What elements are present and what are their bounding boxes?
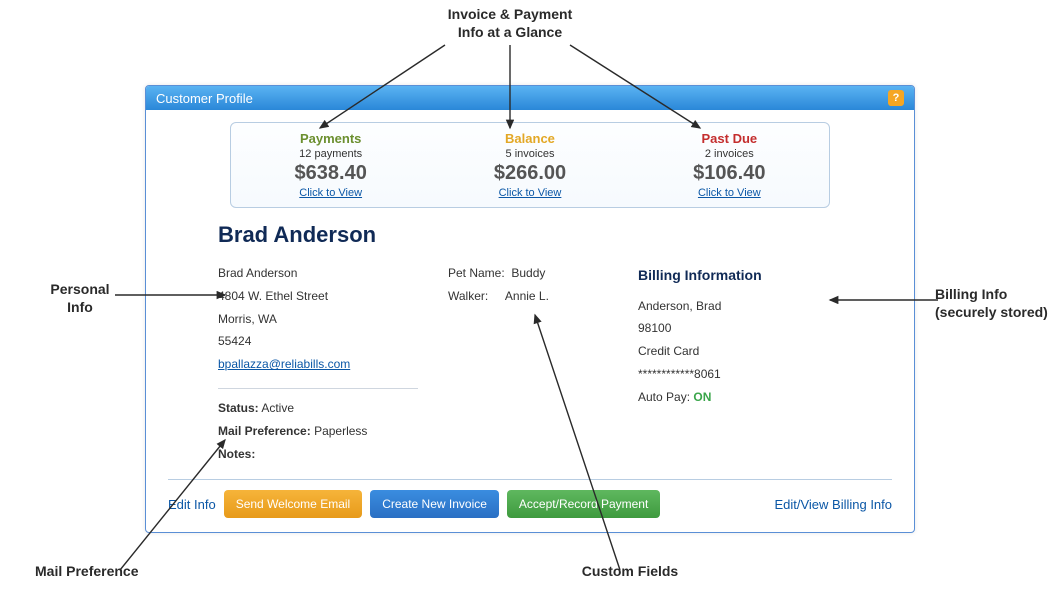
summary-payments-amount: $638.40 bbox=[237, 162, 424, 185]
edit-billing-link[interactable]: Edit/View Billing Info bbox=[774, 497, 892, 512]
window-title: Customer Profile bbox=[156, 91, 253, 106]
summary-balance-link[interactable]: Click to View bbox=[499, 187, 562, 199]
customer-display-name: Brad Anderson bbox=[218, 222, 892, 248]
custom-fields-block: Pet Name: Buddy Walker: Annie L. bbox=[448, 262, 618, 465]
summary-pastdue-label: Past Due bbox=[636, 131, 823, 146]
create-invoice-button[interactable]: Create New Invoice bbox=[370, 490, 499, 518]
personal-street: 4804 W. Ethel Street bbox=[218, 285, 428, 308]
personal-zip: 55424 bbox=[218, 330, 428, 353]
summary-balance: Balance 5 invoices $266.00 Click to View bbox=[430, 123, 629, 207]
billing-info-block: Billing Information Anderson, Brad 98100… bbox=[638, 262, 886, 465]
summary-payments-link[interactable]: Click to View bbox=[299, 187, 362, 199]
summary-payments-sub: 12 payments bbox=[237, 148, 424, 160]
edit-info-link[interactable]: Edit Info bbox=[168, 497, 216, 512]
customer-profile-window: Customer Profile ? Payments 12 payments … bbox=[145, 85, 915, 533]
annotation-custom-fields: Custom Fields bbox=[560, 562, 700, 580]
mailpref-label: Mail Preference: bbox=[218, 424, 311, 438]
annotation-billing-info: Billing Info(securely stored) bbox=[935, 285, 1054, 321]
billing-name: Anderson, Brad bbox=[638, 295, 886, 318]
help-icon[interactable]: ? bbox=[888, 90, 904, 106]
send-welcome-button[interactable]: Send Welcome Email bbox=[224, 490, 363, 518]
status-label: Status: bbox=[218, 401, 259, 415]
status-value: Active bbox=[261, 401, 294, 415]
summary-pastdue-amount: $106.40 bbox=[636, 162, 823, 185]
billing-masked: ************8061 bbox=[638, 363, 886, 386]
custom-row2-value: Annie L. bbox=[505, 289, 549, 303]
annotation-top: Invoice & PaymentInfo at a Glance bbox=[400, 5, 620, 41]
custom-row2-label: Walker: bbox=[448, 289, 488, 303]
custom-row1-value: Buddy bbox=[511, 266, 545, 280]
custom-row1-label: Pet Name: bbox=[448, 266, 505, 280]
personal-city: Morris, WA bbox=[218, 308, 428, 331]
personal-name: Brad Anderson bbox=[218, 262, 428, 285]
window-titlebar: Customer Profile ? bbox=[146, 86, 914, 110]
billing-autopay-value: ON bbox=[693, 390, 711, 404]
summary-pastdue-sub: 2 invoices bbox=[636, 148, 823, 160]
action-bar: Edit Info Send Welcome Email Create New … bbox=[168, 479, 892, 518]
summary-pastdue: Past Due 2 invoices $106.40 Click to Vie… bbox=[630, 123, 829, 207]
billing-heading: Billing Information bbox=[638, 262, 886, 289]
billing-id: 98100 bbox=[638, 317, 886, 340]
personal-info-block: Brad Anderson 4804 W. Ethel Street Morri… bbox=[218, 262, 428, 465]
summary-balance-amount: $266.00 bbox=[436, 162, 623, 185]
annotation-mail-pref: Mail Preference bbox=[35, 562, 175, 580]
billing-method: Credit Card bbox=[638, 340, 886, 363]
personal-divider bbox=[218, 388, 418, 389]
summary-panel: Payments 12 payments $638.40 Click to Vi… bbox=[230, 122, 830, 208]
personal-email-link[interactable]: bpallazza@reliabills.com bbox=[218, 357, 350, 371]
summary-pastdue-link[interactable]: Click to View bbox=[698, 187, 761, 199]
summary-payments-label: Payments bbox=[237, 131, 424, 146]
notes-label: Notes: bbox=[218, 447, 255, 461]
billing-autopay-label: Auto Pay: bbox=[638, 390, 690, 404]
mailpref-value: Paperless bbox=[314, 424, 367, 438]
summary-payments: Payments 12 payments $638.40 Click to Vi… bbox=[231, 123, 430, 207]
summary-balance-label: Balance bbox=[436, 131, 623, 146]
summary-balance-sub: 5 invoices bbox=[436, 148, 623, 160]
record-payment-button[interactable]: Accept/Record Payment bbox=[507, 490, 660, 518]
annotation-personal-info: PersonalInfo bbox=[35, 280, 125, 316]
